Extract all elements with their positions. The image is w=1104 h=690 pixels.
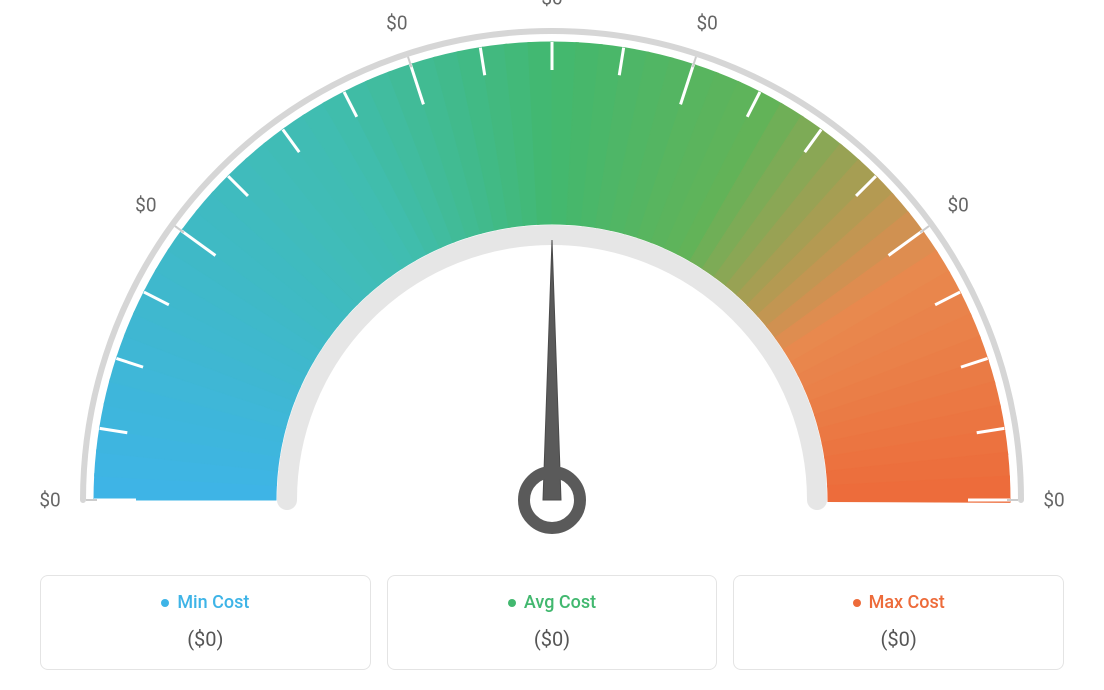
gauge-tick-label: $0 — [541, 0, 562, 10]
legend-card-max: Max Cost ($0) — [733, 575, 1064, 671]
legend-value-min: ($0) — [41, 627, 370, 651]
gauge-tick-label: $0 — [39, 489, 60, 512]
gauge-tick-label: $0 — [135, 193, 156, 216]
legend-title-max: Max Cost — [853, 592, 945, 613]
gauge-tick-label: $0 — [386, 11, 407, 34]
legend-title-avg: Avg Cost — [508, 592, 596, 613]
legend-title-min: Min Cost — [161, 592, 249, 613]
dot-icon — [161, 599, 169, 607]
legend-row: Min Cost ($0) Avg Cost ($0) Max Cost ($0… — [40, 575, 1064, 671]
gauge-tick-label: $0 — [1043, 489, 1064, 512]
legend-card-avg: Avg Cost ($0) — [387, 575, 718, 671]
legend-title-text: Max Cost — [869, 592, 945, 613]
legend-card-min: Min Cost ($0) — [40, 575, 371, 671]
gauge-tick-label: $0 — [696, 11, 717, 34]
dot-icon — [508, 599, 516, 607]
gauge-tick-label: $0 — [947, 193, 968, 216]
legend-title-text: Avg Cost — [524, 592, 596, 613]
legend-value-max: ($0) — [734, 627, 1063, 651]
dot-icon — [853, 599, 861, 607]
legend-title-text: Min Cost — [177, 592, 249, 613]
gauge-chart: $0 $0 $0 $0 $0 $0 $0 — [0, 0, 1104, 560]
gauge-svg — [0, 0, 1104, 560]
legend-value-avg: ($0) — [388, 627, 717, 651]
